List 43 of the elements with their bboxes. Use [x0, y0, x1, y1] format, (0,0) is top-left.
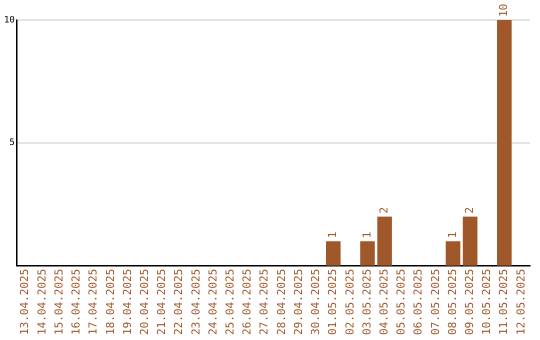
- x-tick-label: 20.04.2025: [138, 268, 151, 336]
- y-tick-label: 5: [9, 138, 15, 148]
- x-tick-label: 08.05.2025: [446, 268, 459, 336]
- x-tick-label: 18.04.2025: [104, 268, 117, 336]
- bar: [326, 241, 341, 266]
- data-label: 1: [326, 232, 340, 238]
- data-label: 10: [497, 4, 510, 17]
- bar: [446, 241, 460, 266]
- x-tick-label: 07.05.2025: [428, 268, 442, 336]
- x-tick-label: 14.04.2025: [35, 268, 48, 336]
- x-tick-label: 29.04.2025: [292, 268, 305, 336]
- bar: [462, 216, 478, 266]
- x-tick-label: 24.04.2025: [206, 268, 220, 336]
- x-tick-label: 09.05.2025: [462, 268, 476, 336]
- x-tick-label: 03.05.2025: [360, 268, 374, 336]
- x-tick-label: 30.04.2025: [309, 268, 322, 336]
- x-tick-label: 10.05.2025: [480, 268, 494, 336]
- x-tick-label: 22.04.2025: [172, 268, 186, 336]
- data-label: 2: [377, 206, 390, 214]
- x-tick-label: 23.04.2025: [189, 268, 202, 336]
- x-tick-label: 01.05.2025: [326, 268, 340, 336]
- x-tick-label: 26.04.2025: [240, 268, 254, 336]
- bar: [377, 216, 392, 266]
- x-tick-label: 28.04.2025: [274, 268, 288, 336]
- x-tick-label: 02.05.2025: [343, 268, 356, 336]
- x-tick-label: 27.04.2025: [258, 268, 271, 336]
- x-tick-label: 21.04.2025: [155, 268, 168, 336]
- x-tick-label: 04.05.2025: [377, 268, 390, 336]
- x-tick-label: 12.05.2025: [514, 268, 528, 336]
- x-tick-label: 13.04.2025: [18, 268, 32, 336]
- x-tick-label: 19.04.2025: [120, 268, 134, 336]
- data-label: 1: [446, 232, 459, 238]
- bar: [360, 241, 375, 266]
- x-tick-label: 16.04.2025: [70, 268, 83, 336]
- x-tick-label: 11.05.2025: [497, 268, 510, 336]
- x-tick-label: 05.05.2025: [394, 268, 408, 336]
- x-tick-label: 17.04.2025: [86, 268, 100, 336]
- bar: [497, 20, 512, 266]
- x-tick-label: 06.05.2025: [412, 268, 425, 336]
- x-tick-label: 25.04.2025: [224, 268, 237, 336]
- x-tick-label: 15.04.2025: [52, 268, 66, 336]
- data-label: 2: [462, 206, 476, 214]
- data-label: 1: [360, 232, 374, 238]
